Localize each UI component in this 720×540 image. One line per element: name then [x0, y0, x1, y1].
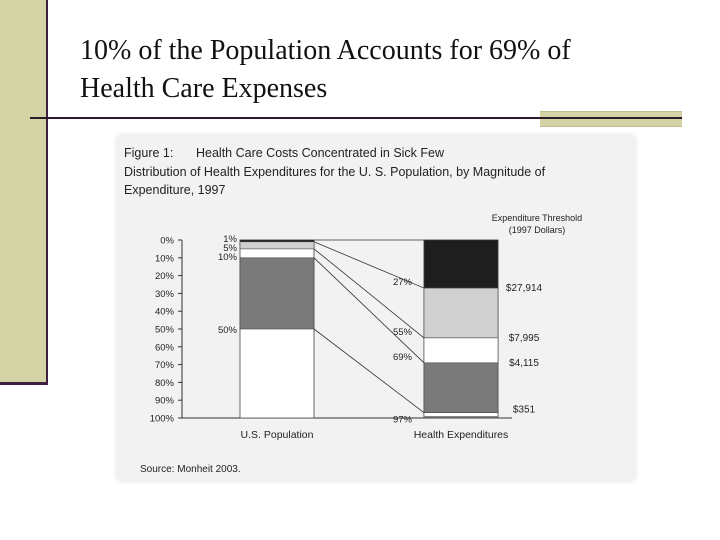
- figure-panel: Figure 1: Health Care Costs Concentrated…: [118, 136, 634, 480]
- figure-label: Figure 1:: [124, 146, 173, 160]
- y-axis-tick-label: 0%: [160, 236, 174, 247]
- slide-title: 10% of the Population Accounts for 69% o…: [80, 32, 680, 108]
- side-bar-edge: [46, 0, 48, 385]
- population-share-label: 10%: [218, 252, 238, 263]
- population-bar-segment: [239, 257, 315, 330]
- expenditure-share-label: 27%: [393, 277, 413, 288]
- category-label: Health Expenditures: [414, 429, 509, 441]
- decorative-side-bar: [0, 0, 46, 382]
- chart-svg: Figure 1: Health Care Costs Concentrated…: [124, 146, 582, 475]
- population-share-label: 50%: [218, 325, 238, 336]
- expenditure-share-label: 97%: [393, 415, 413, 426]
- expenditure-bar-segment: [423, 287, 499, 339]
- threshold-header-line-2: (1997 Dollars): [509, 225, 566, 235]
- y-axis-tick-label: 30%: [155, 289, 175, 300]
- y-axis-tick-label: 20%: [155, 271, 175, 282]
- y-axis-tick-label: 100%: [150, 414, 175, 425]
- y-axis-tick-label: 10%: [155, 253, 175, 264]
- slide-title-line-1: 10% of the Population Accounts for 69% o…: [80, 35, 571, 66]
- expenditure-share-label: 55%: [393, 327, 413, 338]
- connector-line: [313, 328, 425, 413]
- category-label: U.S. Population: [241, 429, 314, 441]
- y-axis-tick-label: 70%: [155, 360, 175, 371]
- slide-title-line-2: Health Care Expenses: [80, 73, 328, 104]
- threshold-value: $7,995: [509, 333, 540, 344]
- side-bar-foot: [0, 382, 48, 385]
- chart-subtitle-line-1: Distribution of Health Expenditures for …: [124, 165, 546, 179]
- expenditure-bar-segment: [423, 362, 499, 413]
- threshold-value: $4,115: [509, 358, 539, 369]
- expenditure-bar-segment: [423, 239, 499, 289]
- chart-source: Source: Monheit 2003.: [140, 464, 241, 475]
- population-bar-segment: [239, 241, 315, 250]
- chart-title: Health Care Costs Concentrated in Sick F…: [196, 146, 445, 160]
- title-rule-accent: [540, 111, 682, 127]
- population-share-label: 1%: [223, 234, 237, 245]
- connector-line: [313, 257, 425, 364]
- y-axis-tick-label: 90%: [155, 396, 175, 407]
- y-axis-tick-label: 80%: [155, 378, 175, 389]
- title-rule: [30, 117, 682, 119]
- expenditure-share-label: 69%: [393, 352, 413, 363]
- connector-line: [313, 241, 425, 289]
- y-axis-tick-label: 60%: [155, 342, 175, 353]
- y-axis-tick-label: 40%: [155, 307, 175, 318]
- population-share-label: 5%: [223, 243, 237, 254]
- expenditure-bar-segment: [423, 337, 499, 364]
- threshold-value: $351: [513, 405, 536, 416]
- plot-area: 0%10%20%30%40%50%60%70%80%90%100%1%5%10%…: [150, 234, 543, 441]
- expenditure-bar-base-strip: [424, 416, 498, 418]
- chart-subtitle-line-2: Expenditure, 1997: [124, 183, 226, 197]
- threshold-value: $27,914: [506, 283, 543, 294]
- connector-line: [313, 248, 425, 339]
- title-rule-accent-line: [540, 117, 682, 119]
- y-axis-tick-label: 50%: [155, 325, 175, 336]
- threshold-header-line-1: Expenditure Threshold: [492, 213, 582, 223]
